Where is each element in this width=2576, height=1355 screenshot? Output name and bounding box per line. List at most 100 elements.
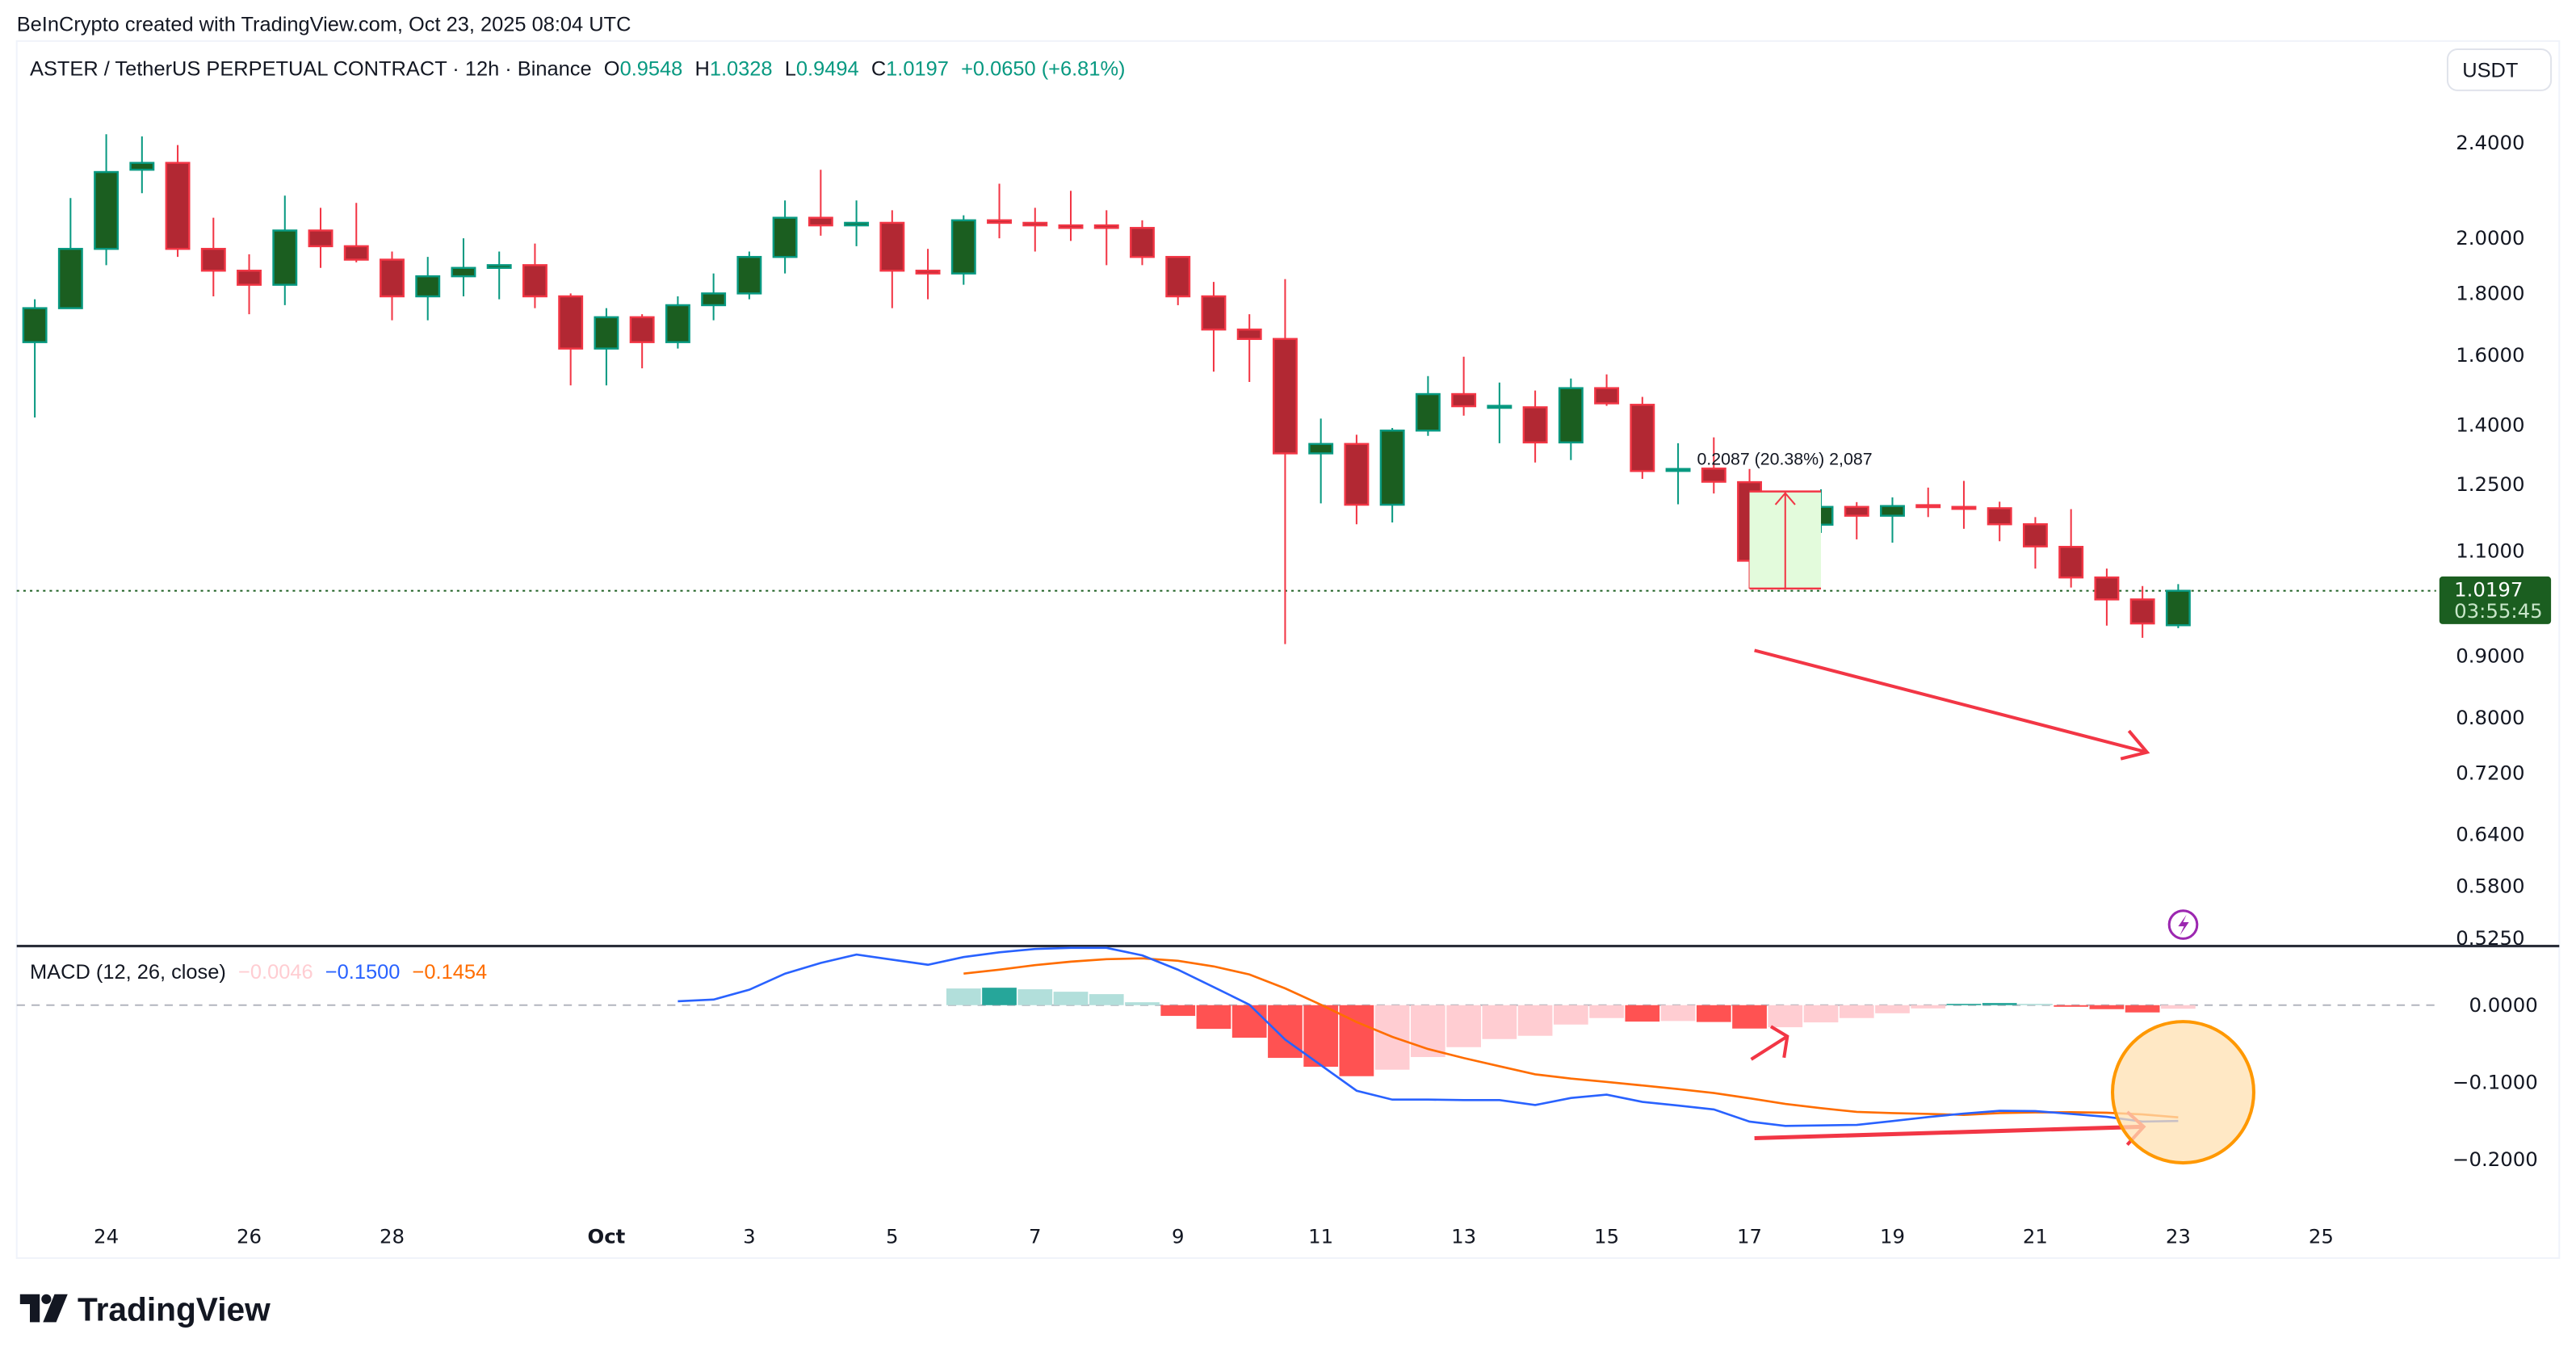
- candle-body: [736, 255, 762, 295]
- candle-body: [1058, 224, 1084, 229]
- last-price-tag: 1.0197 03:55:45: [2439, 576, 2552, 624]
- histogram-bar: [946, 988, 981, 1005]
- candle-body: [94, 170, 120, 250]
- candle-body: [308, 229, 334, 248]
- candle: [1415, 375, 1441, 436]
- candle-body: [2094, 576, 2120, 601]
- price-tick-label: 0.7200: [2456, 761, 2524, 784]
- price-tick-label: 0.5800: [2456, 874, 2524, 897]
- time-tick-label: 26: [237, 1225, 262, 1248]
- candle-body: [1915, 504, 1941, 509]
- histogram-bar: [1768, 1005, 1803, 1028]
- candle: [415, 257, 441, 321]
- candle: [1665, 443, 1691, 505]
- candle-body: [522, 264, 548, 298]
- candle: [22, 299, 48, 418]
- histogram-bar: [982, 988, 1017, 1005]
- histogram-bar: [1803, 1005, 1839, 1023]
- histogram-bar: [1696, 1005, 1731, 1022]
- candle-body: [2022, 522, 2048, 547]
- histogram-bar: [1017, 989, 1053, 1005]
- candle-body: [2058, 546, 2084, 579]
- macd-histogram-value: −0.0046: [238, 961, 313, 984]
- tradingview-logo: TradingView: [19, 1290, 271, 1328]
- candle-body: [1522, 406, 1548, 444]
- candle: [1880, 497, 1905, 543]
- macd-axis[interactable]: 0.0000 −0.1000 −0.2000: [2452, 993, 2538, 1171]
- candle-body: [915, 269, 941, 275]
- candle: [272, 195, 298, 305]
- candle: [772, 200, 798, 274]
- candle: [1630, 396, 1655, 479]
- time-tick-label: 25: [2309, 1225, 2334, 1248]
- price-tick-label: 0.8000: [2456, 706, 2524, 729]
- time-tick-label: 28: [380, 1225, 405, 1248]
- candle: [2022, 517, 2048, 569]
- change-value: +0.0650 (+6.81%): [961, 58, 1125, 81]
- candle: [1201, 282, 1227, 372]
- watermark: BeInCrypto created with TradingView.com,…: [17, 14, 631, 36]
- time-tick-label: 3: [743, 1225, 756, 1248]
- candle: [2129, 585, 2155, 638]
- low-label: L: [785, 58, 796, 81]
- time-axis[interactable]: 24 26 28 Oct 3 5 7 9 11 13 15 17 19 21 23 25: [94, 1225, 2334, 1248]
- candle: [94, 134, 120, 266]
- candle-body: [451, 266, 476, 278]
- candle-body: [2129, 598, 2155, 625]
- candle-body: [879, 221, 905, 272]
- candle-body: [380, 258, 405, 298]
- time-tick-label: 21: [2023, 1225, 2048, 1248]
- candle: [1558, 378, 1584, 460]
- histogram-bar: [1839, 1005, 1874, 1018]
- macd-signal-value: −0.1454: [413, 961, 488, 984]
- candle-body: [1987, 507, 2012, 526]
- price-tick-label: 1.2500: [2456, 472, 2524, 496]
- macd-tick-label: −0.1000: [2452, 1071, 2538, 1094]
- candle-body: [57, 247, 83, 309]
- open-label: O: [604, 58, 620, 81]
- histogram-bar: [1946, 1004, 1982, 1005]
- candle-body: [415, 275, 441, 298]
- candle: [2094, 568, 2120, 626]
- candle: [2058, 509, 2084, 588]
- histogram-bar: [1160, 1005, 1196, 1017]
- histogram-bar: [1875, 1005, 1910, 1013]
- currency-label: USDT: [2462, 60, 2518, 82]
- histogram-bar: [1231, 1005, 1267, 1038]
- low-value: 0.9494: [796, 58, 859, 81]
- candle: [1272, 279, 1298, 644]
- price-tick-label: 1.4000: [2456, 413, 2524, 436]
- price-tick-label: 1.6000: [2456, 343, 2524, 367]
- time-tick-label: 5: [886, 1225, 899, 1248]
- candle-body: [950, 219, 976, 275]
- macd-legend: MACD (12, 26, close) −0.0046 −0.1500 −0.…: [30, 961, 487, 984]
- candle: [1236, 314, 1262, 382]
- candle-body: [1630, 404, 1655, 472]
- candle-body: [1236, 328, 1262, 340]
- tradingview-wordmark: TradingView: [78, 1290, 271, 1328]
- histogram-bar: [1089, 994, 1124, 1005]
- price-tick-label: 1.1000: [2456, 539, 2524, 563]
- candle-body: [272, 229, 298, 286]
- candle-body: [772, 216, 798, 258]
- currency-button[interactable]: USDT: [2446, 48, 2553, 91]
- candle: [987, 183, 1012, 239]
- price-axis[interactable]: 2.4000 2.0000 1.8000 1.6000 1.4000 1.2500 1.10…: [2456, 131, 2524, 950]
- lightning-icon[interactable]: [2167, 909, 2199, 940]
- candle: [1451, 356, 1477, 416]
- candle-body: [808, 216, 833, 227]
- time-tick-label: 7: [1029, 1225, 1042, 1248]
- candle: [1344, 434, 1370, 525]
- macd-line-value: −0.1500: [325, 961, 401, 984]
- candle: [1379, 427, 1405, 522]
- candle-body: [1880, 505, 1905, 517]
- high-label: H: [694, 58, 709, 81]
- high-value: 1.0328: [710, 58, 773, 81]
- candle: [308, 208, 334, 268]
- candle-body: [1308, 443, 1334, 455]
- candle: [380, 251, 405, 321]
- histogram-bar: [1196, 1005, 1231, 1030]
- tradingview-logo-icon: [19, 1294, 68, 1323]
- candle: [1987, 501, 2012, 542]
